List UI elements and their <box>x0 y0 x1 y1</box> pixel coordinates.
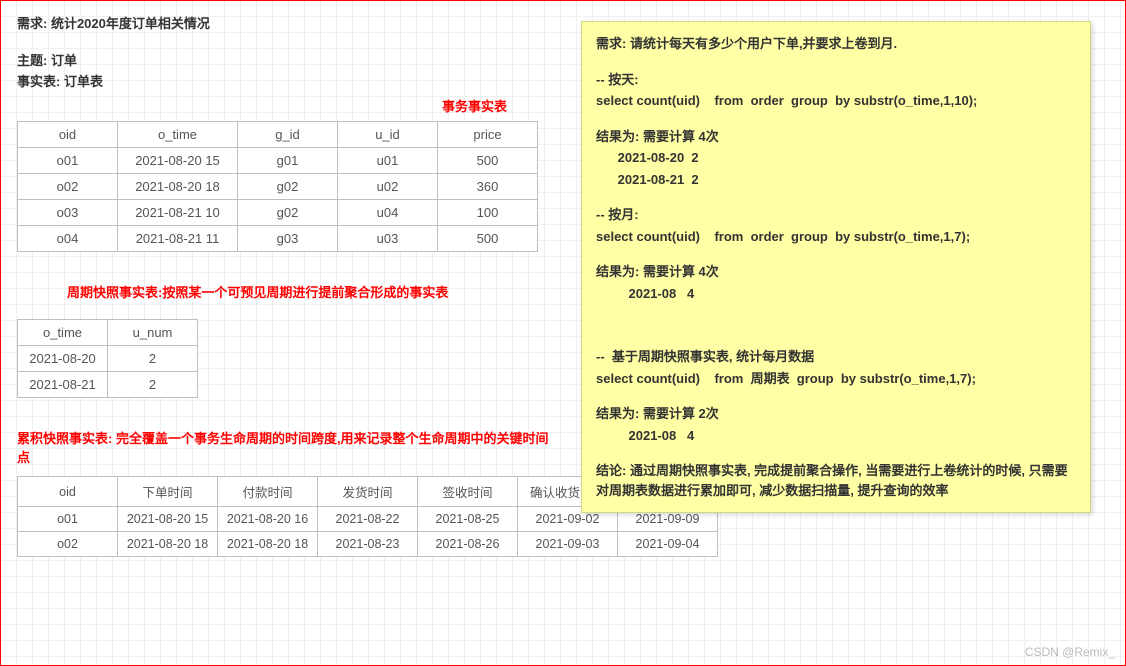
table-header-cell: oid <box>18 477 118 507</box>
table-row: o022021-08-20 18g02u02360 <box>18 174 538 200</box>
note-requirement: 需求: 请统计每天有多少个用户下单,并要求上卷到月. <box>596 34 1076 54</box>
table-cell: 100 <box>438 200 538 226</box>
table-header-cell: 发货时间 <box>318 477 418 507</box>
order-table-header-row: oido_timeg_idu_idprice <box>18 122 538 148</box>
left-column: 需求: 统计2020年度订单相关情况 主题: 订单 事实表: 订单表 事务事实表… <box>17 11 557 476</box>
table-row: 2021-08-212 <box>18 372 198 398</box>
note-result4a-label: 结果为: 需要计算 4次 <box>596 127 1076 147</box>
table-cell: o03 <box>18 200 118 226</box>
note-by-month-sql: select count(uid) from order group by su… <box>596 227 1076 247</box>
watermark: CSDN @Remix_ <box>1025 645 1115 659</box>
table-cell: 2021-08-23 <box>318 532 418 557</box>
note-by-month-label: -- 按月: <box>596 205 1076 225</box>
note-periodic-sql: select count(uid) from 周期表 group by subs… <box>596 369 1076 389</box>
note-box: 需求: 请统计每天有多少个用户下单,并要求上卷到月. -- 按天: select… <box>581 21 1091 513</box>
periodic-snapshot-label: 周期快照事实表:按照某一个可预见周期进行提前聚合形成的事实表 <box>67 285 448 300</box>
table-cell: 2 <box>108 372 198 398</box>
note-result4a-2: 2021-08-21 2 <box>596 170 1076 190</box>
note-by-day-sql: select count(uid) from order group by su… <box>596 91 1076 111</box>
table-cell: 2021-08-25 <box>418 507 518 532</box>
accumulating-snapshot-label: 累积快照事实表: 完全覆盖一个事务生命周期的时间跨度,用来记录整个生命周期中的关… <box>17 431 549 465</box>
table-header-cell: o_time <box>118 122 238 148</box>
note-conclusion: 结论: 通过周期快照事实表, 完成提前聚合操作, 当需要进行上卷统计的时候, 只… <box>596 461 1076 500</box>
table-header-cell: u_id <box>338 122 438 148</box>
table-cell: 2021-08-21 <box>18 372 108 398</box>
table-row: o022021-08-20 182021-08-20 182021-08-232… <box>18 532 718 557</box>
periodic-table-body: 2021-08-2022021-08-212 <box>18 346 198 398</box>
table-cell: 2021-08-21 11 <box>118 226 238 252</box>
table-cell: g01 <box>238 148 338 174</box>
table-cell: 500 <box>438 148 538 174</box>
table-cell: g02 <box>238 174 338 200</box>
table-cell: 360 <box>438 174 538 200</box>
note-periodic-label: -- 基于周期快照事实表, 统计每月数据 <box>596 347 1076 367</box>
table-cell: o02 <box>18 532 118 557</box>
page-container: 需求: 统计2020年度订单相关情况 主题: 订单 事实表: 订单表 事务事实表… <box>0 0 1126 666</box>
table-cell: 500 <box>438 226 538 252</box>
table-cell: 2021-08-20 16 <box>218 507 318 532</box>
table-row: o012021-08-20 15g01u01500 <box>18 148 538 174</box>
table-cell: 2 <box>108 346 198 372</box>
table-cell: 2021-08-26 <box>418 532 518 557</box>
periodic-table: o_timeu_num 2021-08-2022021-08-212 <box>17 319 198 398</box>
table-cell: 2021-08-20 15 <box>118 148 238 174</box>
note-result2-label: 结果为: 需要计算 2次 <box>596 404 1076 424</box>
note-result4b-label: 结果为: 需要计算 4次 <box>596 262 1076 282</box>
table-header-cell: 下单时间 <box>118 477 218 507</box>
table-cell: 2021-09-03 <box>518 532 618 557</box>
table-cell: 2021-08-20 18 <box>118 174 238 200</box>
subject-heading: 主题: 订单 <box>17 50 557 69</box>
table-cell: u03 <box>338 226 438 252</box>
note-result4a-1: 2021-08-20 2 <box>596 148 1076 168</box>
note-by-day-label: -- 按天: <box>596 70 1076 90</box>
table-row: 2021-08-202 <box>18 346 198 372</box>
periodic-table-header-row: o_timeu_num <box>18 320 198 346</box>
table-cell: u04 <box>338 200 438 226</box>
table-cell: 2021-08-22 <box>318 507 418 532</box>
table-header-cell: g_id <box>238 122 338 148</box>
table-cell: g02 <box>238 200 338 226</box>
table-cell: 2021-08-21 10 <box>118 200 238 226</box>
table-header-cell: 付款时间 <box>218 477 318 507</box>
table-cell: o02 <box>18 174 118 200</box>
accumulating-snapshot-label-wrap: 累积快照事实表: 完全覆盖一个事务生命周期的时间跨度,用来记录整个生命周期中的关… <box>17 428 557 466</box>
transaction-fact-label-wrap: 事务事实表 <box>17 96 557 115</box>
transaction-fact-label: 事务事实表 <box>442 99 507 114</box>
fact-table-heading: 事实表: 订单表 <box>17 71 557 90</box>
table-header-cell: u_num <box>108 320 198 346</box>
order-table: oido_timeg_idu_idprice o012021-08-20 15g… <box>17 121 538 252</box>
table-cell: u01 <box>338 148 438 174</box>
periodic-snapshot-label-wrap: 周期快照事实表:按照某一个可预见周期进行提前聚合形成的事实表 <box>67 260 557 301</box>
table-header-cell: 签收时间 <box>418 477 518 507</box>
table-cell: g03 <box>238 226 338 252</box>
table-cell: 2021-08-20 18 <box>218 532 318 557</box>
table-cell: o01 <box>18 507 118 532</box>
requirement-heading: 需求: 统计2020年度订单相关情况 <box>17 13 557 32</box>
table-cell: 2021-08-20 15 <box>118 507 218 532</box>
table-cell: u02 <box>338 174 438 200</box>
table-cell: o04 <box>18 226 118 252</box>
table-cell: 2021-08-20 <box>18 346 108 372</box>
note-result2-1: 2021-08 4 <box>596 426 1076 446</box>
table-header-cell: oid <box>18 122 118 148</box>
table-header-cell: price <box>438 122 538 148</box>
note-result4b-1: 2021-08 4 <box>596 284 1076 304</box>
table-row: o032021-08-21 10g02u04100 <box>18 200 538 226</box>
table-header-cell: o_time <box>18 320 108 346</box>
accumulating-table-body: o012021-08-20 152021-08-20 162021-08-222… <box>18 507 718 557</box>
right-column: 需求: 请统计每天有多少个用户下单,并要求上卷到月. -- 按天: select… <box>581 21 1091 513</box>
order-table-body: o012021-08-20 15g01u01500o022021-08-20 1… <box>18 148 538 252</box>
table-cell: 2021-09-04 <box>618 532 718 557</box>
table-cell: 2021-08-20 18 <box>118 532 218 557</box>
table-row: o042021-08-21 11g03u03500 <box>18 226 538 252</box>
table-cell: o01 <box>18 148 118 174</box>
